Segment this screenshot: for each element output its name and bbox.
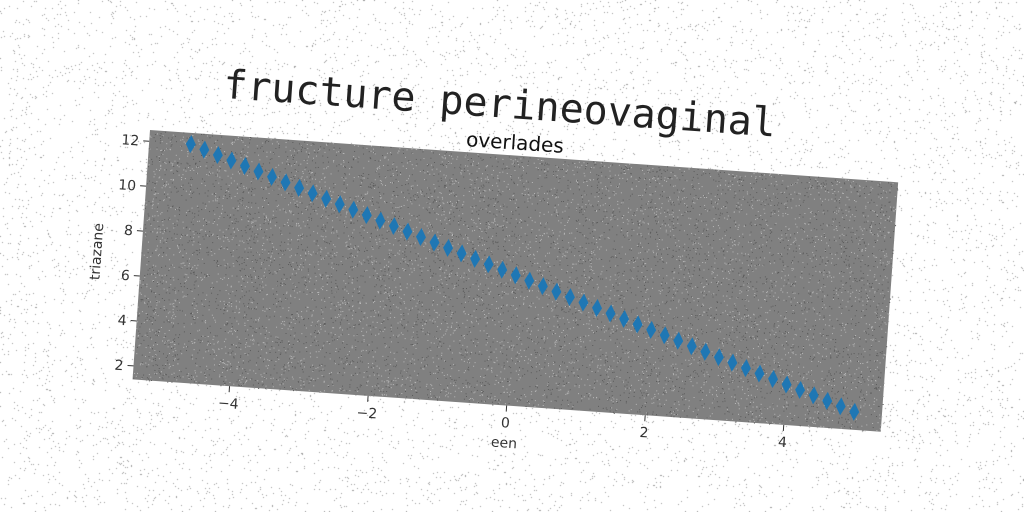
x-tick-label: 0 (500, 415, 510, 432)
data-point (551, 282, 562, 301)
y-tick-label: 10 (118, 177, 137, 194)
y-axis-label: triazane (87, 223, 107, 281)
data-point (348, 200, 359, 219)
y-axis-ticks: 2 4 6 8 10 12 (114, 132, 150, 375)
y-tick-label: 12 (121, 132, 140, 149)
data-point (253, 162, 264, 181)
data-point (470, 249, 481, 268)
data-point (727, 353, 738, 372)
data-point (307, 184, 318, 203)
data-point (768, 370, 779, 389)
data-point (822, 391, 833, 410)
data-point (239, 157, 250, 175)
data-point (754, 364, 765, 383)
data-point (740, 359, 751, 378)
data-point (781, 375, 792, 394)
data-point (443, 238, 454, 257)
data-point (605, 304, 616, 323)
data-point (537, 277, 548, 296)
data-point (686, 337, 697, 356)
data-point (375, 211, 386, 230)
data-point (592, 299, 602, 317)
x-tick-label: −4 (217, 395, 239, 412)
data-markers (185, 135, 860, 421)
data-point (835, 397, 846, 416)
x-axis-label: een (490, 435, 517, 453)
data-point (497, 260, 508, 279)
y-tick-label: 4 (117, 313, 127, 330)
data-point (673, 331, 684, 350)
data-point (483, 255, 494, 274)
x-tick-label: 4 (777, 435, 787, 452)
y-tick-label: 2 (114, 358, 124, 375)
y-tick-label: 6 (120, 268, 130, 285)
data-point (619, 309, 630, 328)
data-point (795, 380, 806, 399)
data-point (849, 402, 860, 421)
x-axis-ticks: −4 −2 0 2 4 (217, 386, 788, 452)
data-point (294, 178, 305, 197)
data-point (402, 222, 413, 241)
data-point (267, 167, 278, 186)
data-point (578, 293, 589, 312)
data-point (226, 151, 237, 170)
data-point (659, 326, 670, 345)
x-tick-label: 2 (639, 425, 649, 442)
data-point (280, 173, 291, 192)
data-point (388, 217, 399, 236)
data-point (564, 288, 575, 307)
data-point (321, 189, 332, 208)
data-point (713, 348, 724, 367)
data-point (429, 233, 440, 252)
data-point (185, 135, 196, 154)
x-tick-label: −2 (356, 405, 378, 422)
data-point (199, 140, 210, 159)
data-point (361, 206, 372, 225)
data-point (212, 146, 223, 165)
data-point (646, 320, 657, 339)
data-point (700, 342, 711, 361)
data-point (334, 195, 345, 214)
data-point (524, 271, 535, 290)
data-point (808, 386, 819, 405)
data-point (632, 315, 643, 334)
data-point (510, 266, 521, 285)
data-point (415, 228, 426, 246)
y-tick-label: 8 (123, 223, 133, 240)
data-point (456, 244, 467, 263)
